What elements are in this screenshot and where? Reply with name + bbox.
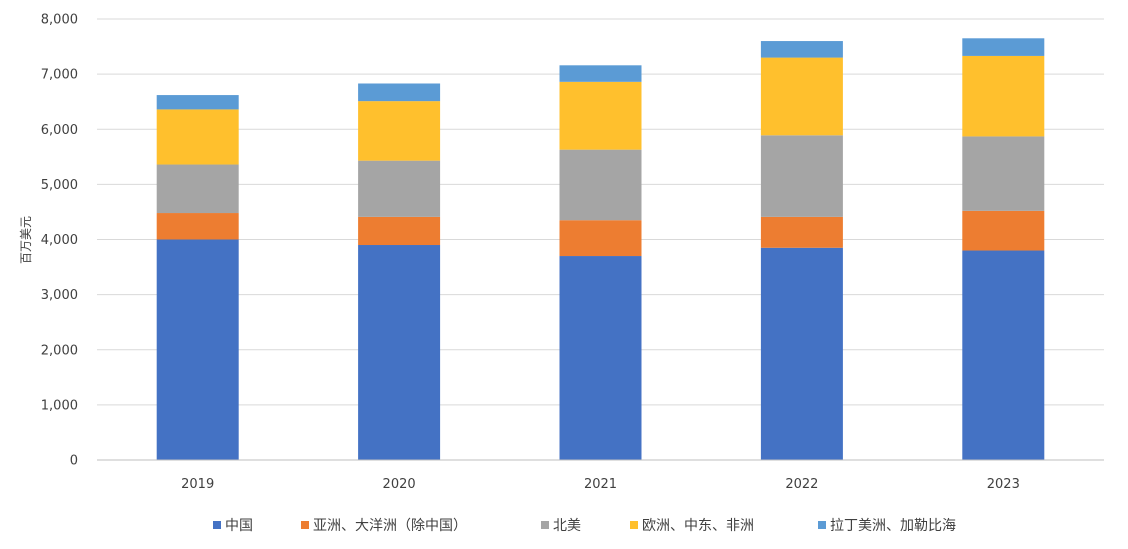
bar-segment <box>156 239 239 460</box>
bar-segment <box>358 160 441 217</box>
y-axis-ticks: 0 1,000 2,000 3,000 4,000 5,000 6,000 7,000 8,00… <box>41 13 78 469</box>
y-tick-label: 6,000 <box>41 123 78 138</box>
bar-segment <box>156 109 239 165</box>
bar-segment <box>760 247 843 460</box>
legend-label: 拉丁美洲、加勒比海 <box>830 518 956 534</box>
bar-segment <box>358 83 441 102</box>
y-tick-label: 5,000 <box>41 178 78 193</box>
bar-segment <box>962 250 1045 460</box>
y-axis-label: 百万美元 <box>19 216 33 264</box>
bar-segment <box>358 245 441 460</box>
bar-segment <box>358 216 441 246</box>
bar-segment <box>962 38 1045 56</box>
bar-segment <box>962 210 1045 251</box>
legend: 中国 亚洲、大洋洲（除中国） 北美 欧洲、中东、非洲 拉丁美洲、加勒比海 <box>213 518 956 534</box>
y-tick-label: 0 <box>70 454 78 469</box>
bar-segment <box>760 41 843 58</box>
bar-segment <box>156 213 239 240</box>
legend-swatch <box>213 521 221 529</box>
bar-segment <box>760 216 843 248</box>
legend-swatch <box>301 521 309 529</box>
y-tick-label: 4,000 <box>41 233 78 248</box>
bar-segment <box>559 220 642 257</box>
x-tick-label: 2020 <box>383 477 416 492</box>
bar-segment <box>156 164 239 214</box>
bar-segment <box>358 101 441 161</box>
bar-segment <box>760 135 843 217</box>
legend-swatch <box>818 521 826 529</box>
y-tick-label: 3,000 <box>41 288 78 303</box>
y-tick-label: 7,000 <box>41 68 78 83</box>
x-axis-ticks: 2019 2020 2021 2022 2023 <box>181 477 1020 492</box>
y-tick-label: 8,000 <box>41 13 78 28</box>
legend-label: 亚洲、大洋洲（除中国） <box>313 518 467 534</box>
x-tick-label: 2019 <box>181 477 214 492</box>
y-tick-label: 2,000 <box>41 343 78 358</box>
legend-label: 欧洲、中东、非洲 <box>642 518 754 534</box>
bar-segment <box>559 65 642 82</box>
bar-segment <box>760 57 843 136</box>
bar-segment <box>962 136 1045 211</box>
bars <box>156 38 1045 460</box>
legend-label: 中国 <box>225 518 253 534</box>
legend-swatch <box>541 521 549 529</box>
bar-segment <box>156 95 239 110</box>
bar-segment <box>559 256 642 460</box>
bar-segment <box>962 55 1045 137</box>
bar-segment <box>559 149 642 221</box>
x-tick-label: 2022 <box>785 477 818 492</box>
x-tick-label: 2023 <box>987 477 1020 492</box>
legend-label: 北美 <box>553 518 581 534</box>
x-tick-label: 2021 <box>584 477 617 492</box>
y-tick-label: 1,000 <box>41 398 78 413</box>
legend-swatch <box>630 521 638 529</box>
bar-segment <box>559 81 642 150</box>
